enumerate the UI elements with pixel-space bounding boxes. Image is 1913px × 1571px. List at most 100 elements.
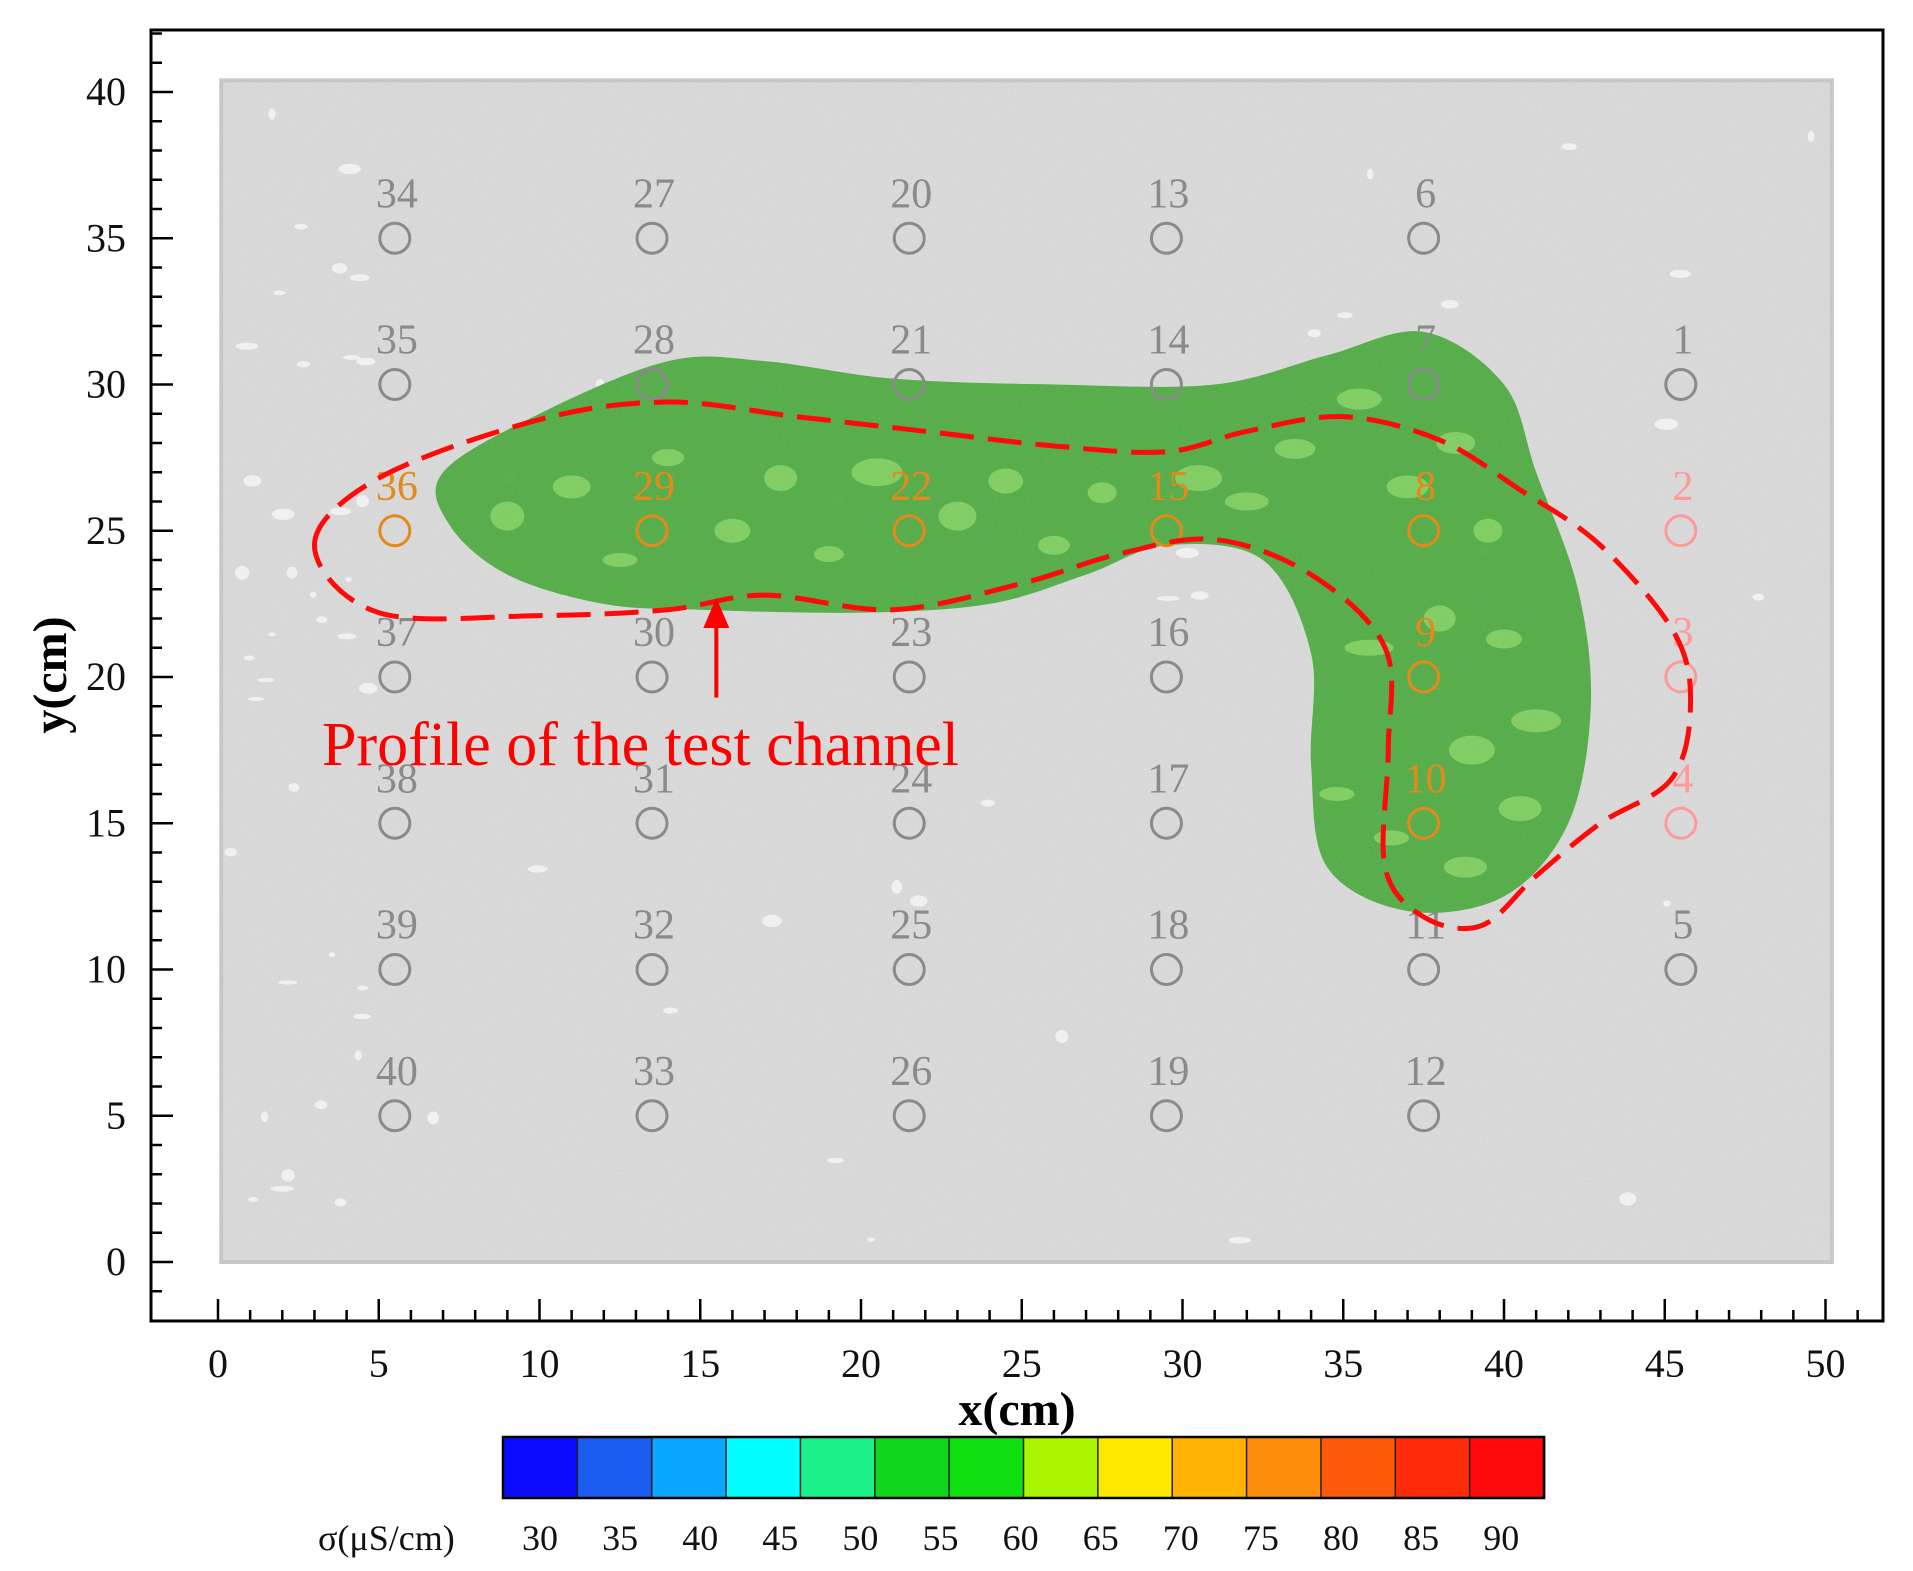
measurement-point-marker [1149, 953, 1183, 986]
colorbar-tick-label: 75 [1243, 1518, 1279, 1558]
colorbar-tick-label: 50 [842, 1518, 878, 1558]
gravel-speck [1561, 143, 1577, 151]
region-fleck [1511, 709, 1562, 733]
measurement-point-label: 22 [890, 464, 932, 510]
gravel-speck [1190, 591, 1209, 600]
measurement-point-marker [1664, 806, 1698, 840]
region-fleck [988, 468, 1024, 494]
region-fleck [1443, 856, 1488, 878]
region-fleck [1336, 388, 1382, 410]
measurement-point-marker [1407, 1099, 1441, 1133]
gravel-speck [243, 475, 262, 487]
gravel-speck [248, 1197, 259, 1202]
x-tick-label: 30 [1163, 1341, 1203, 1386]
measurement-point-marker [1407, 514, 1441, 548]
gravel-speck [352, 1013, 371, 1020]
region-fleck [602, 553, 638, 567]
gravel-speck [866, 1237, 875, 1242]
region-fleck [1423, 605, 1456, 632]
colorbar: 30 35 40 45 50 55 60 65 70 75 80 85 90 [501, 1435, 1546, 1558]
region-fleck [1037, 535, 1070, 555]
y-axis-title: y(cm) [24, 616, 77, 733]
gravel-speck [350, 274, 370, 282]
colorbar-segment [1097, 1436, 1174, 1499]
region-fleck [652, 449, 685, 467]
colorbar-segment [502, 1436, 579, 1499]
measurement-point-marker [378, 368, 412, 401]
measurement-point-marker [635, 514, 669, 548]
gravel-speck [268, 632, 276, 637]
gravel-speck [359, 682, 378, 694]
region-fleck [851, 458, 903, 487]
region-fleck [552, 475, 591, 499]
gravel-speck [1663, 900, 1671, 907]
measurement-point-marker [1664, 368, 1698, 401]
measurement-point-label: 16 [1147, 610, 1189, 656]
colorbar-segment [1394, 1436, 1471, 1499]
gravel-speck [909, 895, 928, 907]
region-fleck [813, 546, 844, 563]
gravel-speck [334, 1198, 347, 1207]
gravel-speck [281, 1168, 295, 1182]
gravel-speck [314, 1100, 328, 1110]
colorbar-border [501, 1435, 1546, 1500]
y-tick-label: 25 [86, 508, 126, 553]
region-fleck [1486, 629, 1522, 649]
gravel-speck [329, 507, 352, 516]
colorbar-tick-label: 55 [923, 1518, 959, 1558]
measurement-point-label: 7 [1415, 318, 1436, 364]
gravel-speck [356, 985, 369, 991]
measurement-point-label: 29 [633, 464, 675, 510]
gravel-speck [328, 952, 336, 958]
y-axis: 0 5 10 15 20 25 30 35 40 [86, 32, 173, 1293]
measurement-point-label: 15 [1147, 464, 1189, 510]
gravel-speck [337, 633, 357, 640]
measurement-point-marker [1664, 953, 1698, 986]
colorbar-label: σ(μS/cm) [318, 1518, 455, 1558]
gravel-speck [1156, 596, 1180, 601]
gravel-speck [356, 495, 370, 508]
gravel-speck [294, 223, 308, 230]
x-axis: 0 5 10 15 20 25 30 35 40 45 50 [208, 1299, 1859, 1386]
measurement-point-marker [378, 660, 412, 694]
gravel-speck [268, 108, 276, 120]
measurement-point-label: 31 [633, 756, 675, 802]
measurement-point-marker [892, 953, 926, 986]
measurement-point-label: 23 [890, 610, 932, 656]
gravel-speck [332, 263, 348, 274]
region-fleck [1274, 438, 1316, 459]
region-fleck [1448, 735, 1495, 765]
measurement-point-marker [892, 368, 926, 401]
region-fleck [1087, 482, 1117, 504]
measurement-point-label: 20 [890, 171, 932, 217]
gravel-speck [288, 782, 300, 792]
region-fleck [938, 501, 977, 531]
gravel-speck [1175, 547, 1199, 559]
gravel-speck [1055, 1030, 1069, 1043]
region-fleck [1373, 830, 1409, 846]
gravel-speck [271, 508, 295, 520]
plot-frame [149, 28, 1885, 1323]
measurement-point-label: 17 [1147, 756, 1189, 802]
y-tick-label: 15 [86, 800, 126, 845]
measurement-point-label: 6 [1415, 171, 1436, 217]
gravel-speck [273, 290, 286, 296]
measurement-point-marker [1407, 221, 1441, 255]
measurement-point-marker [1149, 660, 1183, 694]
measurement-point-label: 12 [1405, 1049, 1447, 1095]
x-axis-title: x(cm) [958, 1383, 1075, 1436]
gravel-speck [296, 361, 311, 368]
measurement-point-marker [378, 1099, 412, 1133]
x-tick-label: 50 [1806, 1341, 1846, 1386]
measurement-point-marker [892, 806, 926, 840]
gravel-speck [309, 591, 317, 598]
region-fleck [1498, 796, 1542, 822]
measurement-point-label: 9 [1415, 610, 1436, 656]
gravel-speck [260, 1111, 269, 1123]
y-tick-label: 40 [86, 69, 126, 114]
colorbar-tick-label: 30 [522, 1518, 558, 1558]
measurement-point-label: 33 [633, 1049, 675, 1095]
measurement-point-marker [1149, 806, 1183, 840]
measurement-point-label: 30 [633, 610, 675, 656]
